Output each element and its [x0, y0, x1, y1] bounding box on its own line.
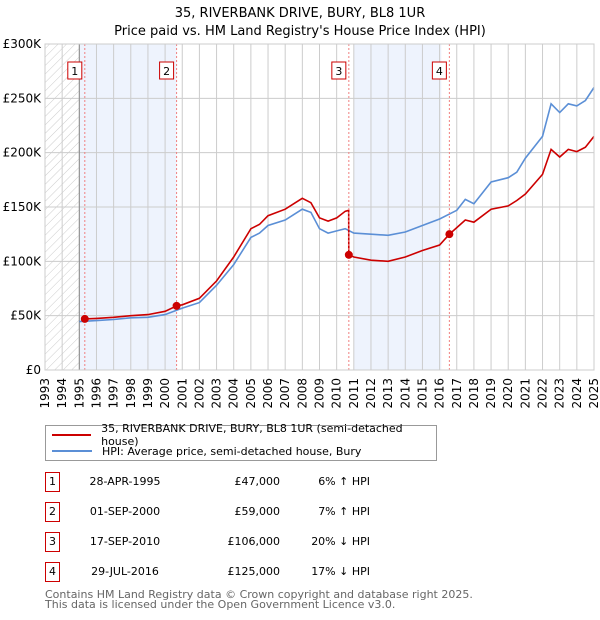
x-tick-label: 1996 — [89, 378, 103, 409]
x-tick-label: 2024 — [570, 378, 584, 409]
property-price-line — [84, 135, 595, 320]
sale-date: 29-JUL-2016 — [91, 565, 159, 578]
sale-point — [80, 314, 89, 323]
x-tick-label: 2019 — [484, 378, 498, 409]
y-tick-label: £150K — [3, 200, 43, 214]
sale-row: 4 29-JUL-2016 £125,000 17% ↓ HPI — [45, 562, 405, 582]
x-tick-label: 2008 — [295, 378, 309, 409]
sale-price: £125,000 — [227, 565, 281, 578]
x-tick-label: 2011 — [347, 378, 361, 409]
sale-point — [344, 250, 353, 259]
sale-price: £59,000 — [234, 505, 281, 518]
sale-point — [445, 230, 454, 239]
x-tick-label: 2017 — [450, 378, 464, 409]
x-tick-label: 1994 — [55, 378, 69, 409]
sale-hpi-diff: 7% ↑ HPI — [318, 505, 370, 518]
legend-item-property: 35, RIVERBANK DRIVE, BURY, BL8 1UR (semi… — [46, 422, 436, 448]
x-tick-label: 1993 — [38, 378, 52, 409]
plot-border — [44, 43, 595, 371]
x-tick-label: 2010 — [330, 378, 344, 409]
x-tick-label: 2005 — [244, 378, 258, 409]
sale-hpi-diff: 20% ↓ HPI — [311, 535, 370, 548]
y-tick-label: £200K — [3, 146, 43, 160]
x-tick-label: 2001 — [175, 378, 189, 409]
x-tick-label: 2009 — [313, 378, 327, 409]
sale-hpi-diff: 17% ↓ HPI — [311, 565, 370, 578]
sale-number: 4 — [45, 562, 60, 582]
sale-row: 2 01-SEP-2000 £59,000 7% ↑ HPI — [45, 502, 405, 522]
y-tick-label: £100K — [3, 254, 43, 268]
x-tick-label: 2002 — [192, 378, 206, 409]
sale-hpi-diff: 6% ↑ HPI — [318, 475, 370, 488]
hpi-line — [79, 87, 595, 323]
x-tick-label: 2015 — [415, 378, 429, 409]
x-tick-label: 2007 — [278, 378, 292, 409]
y-tick-label: £50K — [10, 309, 42, 323]
sale-label: 3 — [335, 65, 342, 78]
footer: Contains HM Land Registry data © Crown c… — [45, 588, 473, 611]
sale-date: 17-SEP-2010 — [89, 535, 161, 548]
sale-number: 2 — [45, 502, 60, 522]
sale-label-box — [331, 61, 347, 80]
legend-swatch-blue — [52, 450, 92, 452]
x-tick-label: 2006 — [261, 378, 275, 409]
y-tick-label: £300K — [3, 37, 43, 51]
x-tick-label: 2014 — [398, 378, 412, 409]
x-tick-label: 2020 — [501, 378, 515, 409]
x-tick-label: 1998 — [124, 378, 138, 409]
legend-label: HPI: Average price, semi-detached house,… — [102, 444, 362, 458]
sale-number: 3 — [45, 532, 60, 552]
sale-row: 1 28-APR-1995 £47,000 6% ↑ HPI — [45, 472, 405, 492]
legend-item-hpi: HPI: Average price, semi-detached house,… — [46, 443, 361, 459]
sale-number: 1 — [45, 472, 60, 492]
sale-label-box — [431, 61, 447, 80]
footer-licence: This data is licensed under the Open Gov… — [45, 598, 396, 611]
sale-date: 28-APR-1995 — [89, 475, 161, 488]
x-tick-label: 2016 — [433, 378, 447, 409]
sale-label: 4 — [436, 65, 443, 78]
x-tick-label: 2022 — [536, 378, 550, 409]
x-tick-label: 2023 — [553, 378, 567, 409]
legend-label: 35, RIVERBANK DRIVE, BURY, BL8 1UR (semi… — [101, 422, 403, 448]
legend: 35, RIVERBANK DRIVE, BURY, BL8 1UR (semi… — [45, 422, 437, 461]
x-tick-label: 1995 — [72, 378, 86, 409]
x-tick-label: 2012 — [364, 378, 378, 409]
y-tick-label: £0 — [26, 363, 41, 377]
sale-label-box — [159, 61, 175, 80]
sale-price: £106,000 — [227, 535, 281, 548]
x-tick-label: 2004 — [227, 378, 241, 409]
x-tick-label: 2025 — [587, 378, 600, 409]
x-tick-label: 2003 — [210, 378, 224, 409]
price-chart: 35, RIVERBANK DRIVE, BURY, BL8 1UR Price… — [3, 6, 600, 409]
x-tick-label: 2000 — [158, 378, 172, 409]
x-tick-label: 1999 — [141, 378, 155, 409]
sale-date: 01-SEP-2000 — [89, 505, 161, 518]
y-tick-label: £250K — [3, 91, 43, 105]
chart-subtitle: Price paid vs. HM Land Registry's House … — [114, 24, 486, 39]
x-tick-label: 2018 — [467, 378, 481, 409]
sale-label: 2 — [163, 65, 170, 78]
sale-row: 3 17-SEP-2010 £106,000 20% ↓ HPI — [45, 532, 405, 552]
x-tick-label: 1997 — [107, 378, 121, 409]
chart-title: 35, RIVERBANK DRIVE, BURY, BL8 1UR — [175, 6, 425, 21]
sale-label-box — [67, 61, 83, 80]
sale-price: £47,000 — [234, 475, 281, 488]
footer-copyright: Contains HM Land Registry data © Crown c… — [45, 588, 473, 601]
legend-swatch-red — [52, 434, 92, 436]
x-tick-label: 2013 — [381, 378, 395, 409]
sale-point — [172, 301, 181, 310]
sale-label: 1 — [71, 65, 78, 78]
x-tick-label: 2021 — [518, 378, 532, 409]
